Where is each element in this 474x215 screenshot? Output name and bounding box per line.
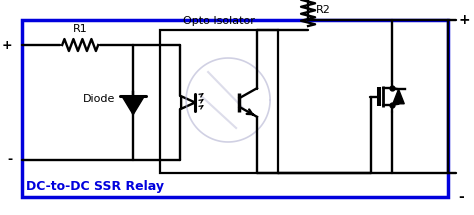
Text: -: - (7, 154, 12, 166)
Polygon shape (122, 97, 144, 115)
Text: -: - (458, 190, 464, 204)
Text: R1: R1 (73, 24, 88, 34)
Text: DC-to-DC SSR Relay: DC-to-DC SSR Relay (26, 180, 164, 193)
Text: R2: R2 (316, 5, 331, 15)
Polygon shape (393, 89, 404, 104)
Text: Diode: Diode (83, 94, 115, 103)
Text: Opto Isolator: Opto Isolator (183, 16, 255, 26)
Text: +: + (458, 13, 470, 27)
Text: +: + (1, 38, 12, 52)
